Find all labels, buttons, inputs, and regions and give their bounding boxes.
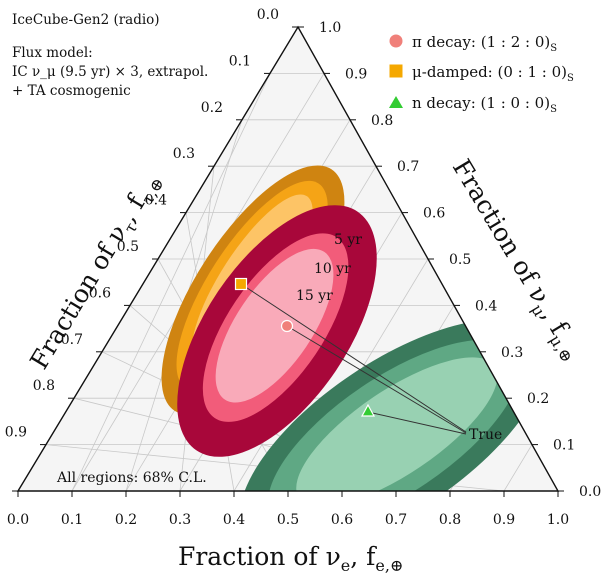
year-label-15: 15 yr	[296, 288, 333, 304]
legend-mu-marker	[389, 64, 403, 78]
legend-n-label: n decay: (1 : 0 : 0)S	[412, 94, 557, 115]
red-region-15yr	[215, 248, 334, 403]
tick-label-e: 0.4	[223, 512, 245, 528]
flux-line-2: IC ν_μ (9.5 yr) × 3, extrapol.	[12, 64, 208, 80]
tick-label-e: 0.7	[385, 512, 407, 528]
legend: π decay: (1 : 2 : 0)S μ-damped: (0 : 1 :…	[389, 33, 574, 115]
pi-decay-point	[280, 319, 294, 333]
red-region	[177, 205, 377, 457]
flux-line-1: Flux model:	[12, 45, 93, 61]
true-pointer-lines	[240, 283, 467, 435]
tick-label-mu: 0.2	[527, 391, 549, 407]
legend-n-marker	[389, 96, 403, 108]
tick-label-mu: 0.8	[371, 113, 393, 129]
info-block: IceCube-Gen2 (radio) Flux model: IC ν_μ …	[12, 12, 208, 99]
tick-label-tau: 0.1	[229, 53, 251, 69]
tick-label-tau: 0.5	[117, 239, 139, 255]
tick-label-mu: 0.6	[423, 206, 445, 222]
pointer-line-n	[367, 411, 467, 435]
tick-label-tau: 0.2	[201, 100, 223, 116]
tick-label-e: 0.2	[115, 512, 137, 528]
true-label: True	[469, 427, 502, 443]
tick-label-mu: 0.0	[579, 484, 601, 500]
tick-label-e: 0.0	[7, 512, 29, 528]
tick-label-tau: 0.0	[257, 7, 279, 23]
pointer-line-mu-damped	[240, 283, 467, 433]
tick-label-mu: 0.7	[397, 159, 419, 175]
tick-label-tau: 0.7	[61, 332, 83, 348]
axis-title-e: Fraction of νe, fe,⊕	[178, 542, 403, 575]
tick-label-mu: 0.5	[449, 252, 471, 268]
mu-damped-point	[234, 277, 248, 291]
tick-label-tau: 0.6	[89, 285, 111, 301]
tick-label-mu: 1.0	[319, 20, 341, 36]
tick-label-tau: 0.9	[5, 425, 27, 441]
legend-mu-label: μ-damped: (0 : 1 : 0)S	[412, 63, 574, 84]
tick-labels: 0.0 0.0 0.0 0.1 0.1 0.1 0.2 0.2 0.2 0.3 0.3 0.3 0.4 0…	[5, 7, 602, 528]
tick-label-e: 0.8	[439, 512, 461, 528]
green-region-inner	[296, 357, 498, 491]
tick-label-e: 0.6	[331, 512, 353, 528]
tick-label-tau: 0.4	[145, 193, 167, 209]
tick-label-mu: 0.3	[501, 345, 523, 361]
tick-label-mu: 0.4	[475, 298, 497, 314]
tick-label-e: 0.3	[169, 512, 191, 528]
legend-pi-marker	[389, 34, 403, 48]
experiment-label: IceCube-Gen2 (radio)	[12, 12, 160, 28]
tick-label-tau: 0.3	[173, 146, 195, 162]
tick-marks	[12, 26, 564, 497]
flux-line-3: + TA cosmogenic	[12, 83, 131, 99]
n-decay-point	[360, 403, 376, 417]
year-label-10: 10 yr	[314, 261, 351, 277]
green-region	[239, 319, 547, 491]
cl-note: All regions: 68% C.L.	[56, 470, 207, 486]
tick-label-tau: 0.8	[33, 378, 55, 394]
year-label-5: 5 yr	[334, 232, 362, 248]
tick-label-mu: 0.9	[345, 66, 367, 82]
tick-label-e: 0.1	[61, 512, 83, 528]
pointer-line-pi	[286, 325, 467, 434]
tick-label-e: 1.0	[547, 512, 569, 528]
grid-line	[503, 444, 533, 492]
tick-label-e: 0.5	[277, 512, 299, 528]
tick-label-e: 0.9	[493, 512, 515, 528]
legend-pi-label: π decay: (1 : 2 : 0)S	[412, 33, 557, 54]
tick-label-mu: 0.1	[553, 438, 575, 454]
